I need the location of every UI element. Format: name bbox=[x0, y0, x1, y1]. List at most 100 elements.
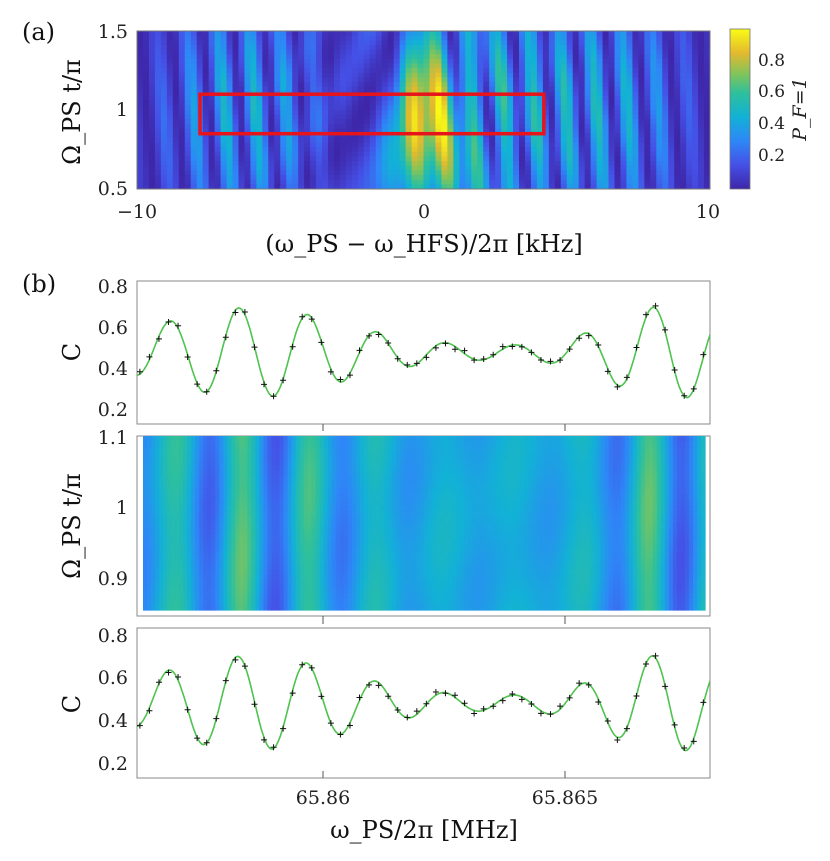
heatmap-a-cell bbox=[250, 165, 257, 172]
heatmap-b-cell bbox=[696, 465, 702, 472]
heatmap-a-cell bbox=[310, 133, 317, 139]
heatmap-a-cell bbox=[542, 128, 550, 134]
heatmap-b-cell bbox=[584, 447, 590, 454]
heatmap-a-cell bbox=[280, 184, 287, 189]
heatmap-b-cell bbox=[207, 470, 212, 478]
heatmap-a-cell bbox=[298, 40, 305, 46]
heatmap-a-cell bbox=[184, 35, 192, 41]
heatmap-a-cell bbox=[471, 96, 478, 102]
heatmap-b-cell bbox=[464, 453, 469, 460]
heatmap-b-cell bbox=[496, 453, 501, 460]
heatmap-b-cell bbox=[468, 465, 473, 472]
heatmap-a-cell bbox=[154, 110, 162, 116]
heatmap-a-cell bbox=[322, 151, 329, 158]
heatmap-b-cell bbox=[668, 441, 674, 449]
heatmap-b-cell bbox=[387, 447, 393, 454]
heatmap-a-cell bbox=[590, 151, 598, 158]
heatmap-b-cell bbox=[351, 465, 357, 472]
heatmap-a-cell bbox=[602, 77, 610, 83]
heatmap-a-cell bbox=[262, 54, 269, 60]
heatmap-b-cell bbox=[295, 476, 301, 483]
heatmap-b-cell bbox=[540, 453, 546, 460]
heatmap-a-cell bbox=[662, 100, 669, 106]
heatmap-a-cell bbox=[495, 100, 502, 106]
heatmap-a-cell bbox=[142, 63, 150, 69]
heatmap-b-cell bbox=[251, 470, 256, 478]
heatmap-a-cell bbox=[411, 100, 419, 106]
heatmap-a-cell bbox=[548, 68, 556, 74]
heatmap-a-cell bbox=[286, 123, 293, 130]
heatmap-a-cell bbox=[435, 96, 443, 102]
heatmap-a-cell bbox=[686, 128, 693, 134]
heatmap-a-cell bbox=[232, 105, 240, 111]
heatmap-b-cell bbox=[512, 488, 517, 495]
heatmap-b-cell bbox=[472, 499, 477, 507]
heatmap-b-cell bbox=[267, 494, 273, 501]
data-point bbox=[518, 343, 525, 350]
heatmap-a-cell bbox=[489, 77, 496, 83]
heatmap-b-cell bbox=[403, 494, 409, 501]
heatmap-a-cell bbox=[298, 147, 305, 153]
heatmap-a-cell bbox=[584, 161, 592, 167]
heatmap-a-cell bbox=[137, 184, 144, 189]
data-point bbox=[194, 381, 201, 388]
heatmap-a-cell bbox=[483, 147, 490, 153]
heatmap-b-cell bbox=[407, 441, 413, 449]
heatmap-b-cell bbox=[303, 470, 309, 478]
heatmap-b-cell bbox=[436, 499, 441, 507]
heatmap-b-cell bbox=[640, 459, 646, 466]
heatmap-b-cell bbox=[632, 488, 638, 495]
heatmap-a-cell bbox=[137, 119, 144, 125]
heatmap-a-cell bbox=[387, 82, 395, 88]
heatmap-a-cell bbox=[554, 175, 562, 181]
heatmap-b-cell bbox=[688, 465, 694, 472]
heatmap-a-cell bbox=[698, 68, 705, 74]
heatmap-a-cell bbox=[256, 49, 263, 55]
heatmap-a-cell bbox=[322, 49, 329, 55]
heatmap-b-cell bbox=[664, 488, 670, 495]
heatmap-a-cell bbox=[465, 40, 472, 46]
heatmap-a-cell bbox=[137, 77, 144, 83]
heatmap-a-cell bbox=[405, 128, 413, 134]
heatmap-a-cell bbox=[596, 63, 604, 69]
heatmap-a-cell bbox=[172, 58, 180, 65]
heatmap-a-cell bbox=[513, 54, 520, 60]
heatmap-b-cell bbox=[508, 476, 513, 483]
heatmap-a-cell bbox=[262, 170, 269, 176]
heatmap-a-cell bbox=[250, 161, 257, 167]
heatmap-a-cell bbox=[142, 179, 150, 185]
heatmap-b-cell bbox=[275, 482, 281, 489]
heatmap-a-cell bbox=[698, 44, 705, 51]
heatmap-a-cell bbox=[268, 31, 275, 37]
heatmap-a-cell bbox=[399, 170, 407, 176]
heatmap-a-cell bbox=[208, 96, 216, 102]
heatmap-a-cell bbox=[542, 31, 550, 37]
heatmap-b-cell bbox=[576, 494, 582, 501]
heatmap-a-cell bbox=[560, 161, 568, 167]
heatmap-a-cell bbox=[339, 114, 347, 120]
heatmap-a-cell bbox=[232, 179, 240, 185]
heatmap-a-cell bbox=[429, 40, 437, 46]
heatmap-a-cell bbox=[530, 156, 538, 162]
heatmap-a-cell bbox=[548, 105, 556, 111]
heatmap-a-cell bbox=[142, 72, 150, 79]
heatmap-a-cell bbox=[154, 133, 162, 139]
heatmap-a-cell bbox=[513, 82, 520, 88]
heatmap-a-cell bbox=[339, 184, 347, 189]
heatmap-b-cell bbox=[576, 470, 582, 478]
heatmap-a-cell bbox=[274, 77, 281, 83]
heatmap-a-cell bbox=[590, 96, 598, 102]
heatmap-a-cell bbox=[668, 179, 675, 185]
heatmap-b-cell bbox=[387, 494, 393, 501]
heatmap-b-cell bbox=[692, 488, 698, 495]
heatmap-b-cell bbox=[323, 447, 329, 454]
heatmap-a-cell bbox=[477, 175, 484, 181]
heatmap-b-cell bbox=[395, 470, 401, 478]
heatmap-a-cell bbox=[256, 96, 263, 102]
heatmap-a-cell bbox=[137, 40, 144, 46]
data-point bbox=[585, 332, 592, 339]
heatmap-a-cell bbox=[345, 175, 353, 181]
heatmap-b-cell bbox=[560, 453, 566, 460]
heatmap-b-cell bbox=[267, 453, 273, 460]
heatmap-a-cell bbox=[178, 40, 186, 46]
